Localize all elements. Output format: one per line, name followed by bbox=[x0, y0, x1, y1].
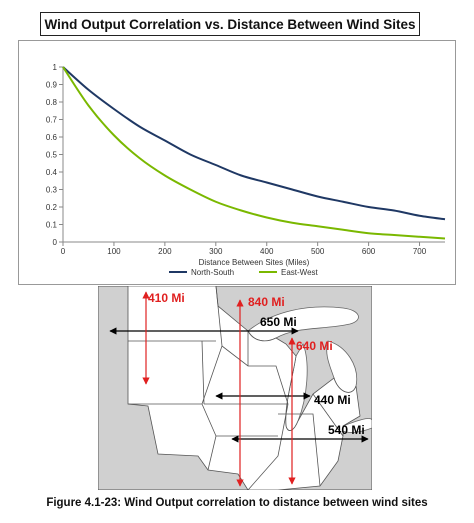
chart-frame: 0 0.1 0.2 0.3 0.4 0.5 0.6 0.7 0.8 0.9 1 0 100 200 300 4… bbox=[18, 40, 456, 285]
y-tick-label: 0.3 bbox=[46, 186, 58, 195]
map-label-650: 650 Mi bbox=[260, 315, 297, 329]
correlation-chart: 0 0.1 0.2 0.3 0.4 0.5 0.6 0.7 0.8 0.9 1 0 100 200 300 4… bbox=[46, 63, 446, 277]
y-tick-label: 0.8 bbox=[46, 98, 58, 107]
map-label-540: 540 Mi bbox=[328, 423, 365, 437]
y-tick-label: 0.2 bbox=[46, 203, 58, 212]
lake-erie bbox=[342, 418, 372, 433]
legend-entry: North-South bbox=[191, 268, 234, 277]
x-axis-label: Distance Between Sites (Miles) bbox=[199, 258, 310, 267]
y-tick-label: 1 bbox=[53, 63, 58, 72]
y-tick-label: 0.5 bbox=[46, 151, 58, 160]
series-line-east-west bbox=[62, 66, 446, 240]
x-tick-label: 300 bbox=[209, 247, 223, 256]
x-tick-label: 400 bbox=[260, 247, 274, 256]
map-label-640: 640 Mi bbox=[296, 339, 333, 353]
map-label-840: 840 Mi bbox=[248, 295, 285, 309]
y-tick-label: 0.1 bbox=[46, 221, 58, 230]
y-tick-label: 0.4 bbox=[46, 168, 58, 177]
x-tick-label: 100 bbox=[107, 247, 121, 256]
vertical-arrows bbox=[142, 291, 296, 487]
x-tick-label: 200 bbox=[158, 247, 172, 256]
figure-caption: Figure 4.1-23: Wind Output correlation t… bbox=[46, 497, 428, 509]
x-tick-label: 500 bbox=[311, 247, 325, 256]
x-tick-label: 0 bbox=[61, 247, 66, 256]
series-line-north-south bbox=[62, 66, 446, 221]
legend-entry: East-West bbox=[281, 268, 319, 277]
x-tick-label: 600 bbox=[362, 247, 376, 256]
y-tick-label: 0.6 bbox=[46, 133, 58, 142]
wind-site-map: 410 Mi 840 Mi 650 Mi 640 Mi 440 Mi 540 M… bbox=[98, 286, 372, 490]
y-tick-label: 0.7 bbox=[46, 116, 58, 125]
map-label-410: 410 Mi bbox=[148, 291, 185, 305]
chart-title: Wind Output Correlation vs. Distance Bet… bbox=[40, 12, 420, 36]
map-label-440: 440 Mi bbox=[314, 393, 351, 407]
x-tick-label: 700 bbox=[413, 247, 427, 256]
y-tick-label: 0.9 bbox=[46, 81, 58, 90]
y-tick-label: 0 bbox=[53, 238, 58, 247]
